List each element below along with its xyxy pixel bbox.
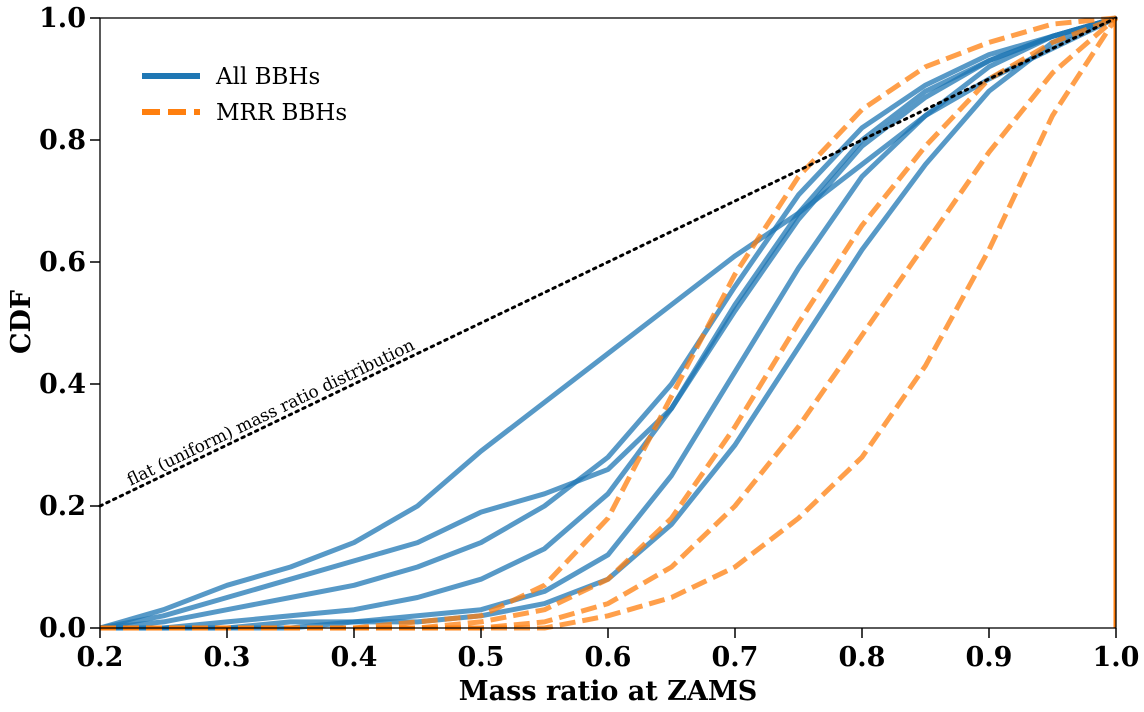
x-tick-label: 1.0 [1093,642,1140,673]
y-axis-title: CDF [6,290,37,354]
y-tick-label: 0.8 [39,125,86,156]
all-bbhs-cdf-curve-3 [99,15,1117,631]
all-bbhs-cdf-curve-2 [99,15,1117,631]
x-tick-label: 0.2 [77,642,124,673]
legend: All BBHs MRR BBHs [128,52,368,136]
x-tick-label: 0.8 [839,642,886,673]
y-tick-label: 0.6 [39,247,86,278]
x-tick-label: 0.4 [331,642,378,673]
all-bbhs-cdf-curve-4 [100,15,1117,631]
x-axis-title: Mass ratio at ZAMS [459,676,757,707]
x-tick-label: 0.3 [204,642,251,673]
y-tick-label: 0.2 [39,491,86,522]
legend-label-all-bbhs: All BBHs [215,64,320,90]
x-tick-label: 0.5 [458,642,505,673]
x-tick-label: 0.9 [966,642,1013,673]
axes: 0.2 0.3 0.4 0.5 0.6 0.7 0.8 0.9 1.00.00.20.40.60… [39,3,1139,673]
y-tick-label: 0.0 [39,613,86,644]
x-tick-label: 0.7 [712,642,759,673]
uniform-reference-line [98,16,1118,508]
legend-background [128,52,368,136]
legend-label-mrr-bbhs: MRR BBHs [216,100,347,126]
y-tick-label: 1.0 [39,3,86,34]
reference-line-annotation: flat (uniform) mass ratio distribution [124,335,418,490]
all-bbhs-cdf-curve-1 [99,15,1118,631]
x-tick-label: 0.6 [585,642,632,673]
y-tick-label: 0.4 [39,369,86,400]
